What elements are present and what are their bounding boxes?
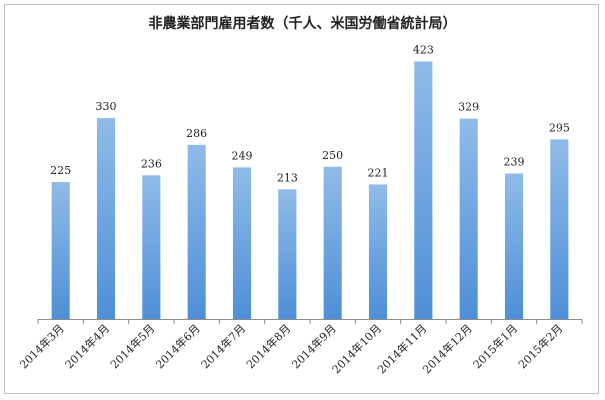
bar-8 <box>368 184 388 319</box>
x-ticks-group: 2014年3月2014年4月2014年5月2014年6月2014年7月2014年… <box>17 319 583 376</box>
bar-5 <box>232 167 252 319</box>
data-label-8: 221 <box>368 166 389 179</box>
bar-9 <box>414 61 433 319</box>
x-tick-label-3: 2014年5月 <box>107 321 157 371</box>
x-tick-label-5: 2014年7月 <box>198 321 248 371</box>
data-label-4: 286 <box>186 127 207 140</box>
data-label-6: 213 <box>277 171 298 184</box>
chart-frame: 非農業部門雇用者数（千人、米国労働省統計局） 225 330 236 286 249 21… <box>4 4 599 394</box>
data-label-3: 236 <box>141 157 162 170</box>
data-label-5: 249 <box>232 149 253 162</box>
data-label-9: 423 <box>413 43 434 56</box>
bar-chart: 225 330 236 286 249 213 250 221 423 329 239 295 201… <box>17 43 583 376</box>
bar-3 <box>142 175 161 319</box>
x-tick-label-7: 2014年9月 <box>289 321 339 371</box>
data-label-7: 250 <box>322 149 343 162</box>
bar-10 <box>459 118 478 319</box>
data-label-2: 330 <box>96 100 117 113</box>
data-label-10: 329 <box>458 101 479 114</box>
bar-12 <box>550 139 569 319</box>
bars-group: 225 330 236 286 249 213 250 221 423 329 239 295 <box>50 43 570 319</box>
data-label-1: 225 <box>50 164 71 177</box>
bar-11 <box>504 173 524 319</box>
bar-1 <box>51 182 70 319</box>
x-tick-label-10: 2014年12月 <box>420 321 475 376</box>
x-tick-label-4: 2014年6月 <box>153 321 203 371</box>
data-label-11: 239 <box>504 155 525 168</box>
x-tick-label-6: 2014年8月 <box>243 321 293 371</box>
data-label-12: 295 <box>549 121 570 134</box>
chart-title: 非農業部門雇用者数（千人、米国労働省統計局） <box>148 16 457 32</box>
bar-6 <box>278 189 297 319</box>
bar-4 <box>187 144 206 319</box>
x-tick-label-11: 2015年1月 <box>470 321 520 371</box>
bar-7 <box>323 166 342 319</box>
bar-2 <box>96 118 116 319</box>
x-tick-label-2: 2014年4月 <box>62 321 112 371</box>
x-tick-label-1: 2014年3月 <box>17 321 67 371</box>
x-tick-label-12: 2015年2月 <box>515 321 565 371</box>
